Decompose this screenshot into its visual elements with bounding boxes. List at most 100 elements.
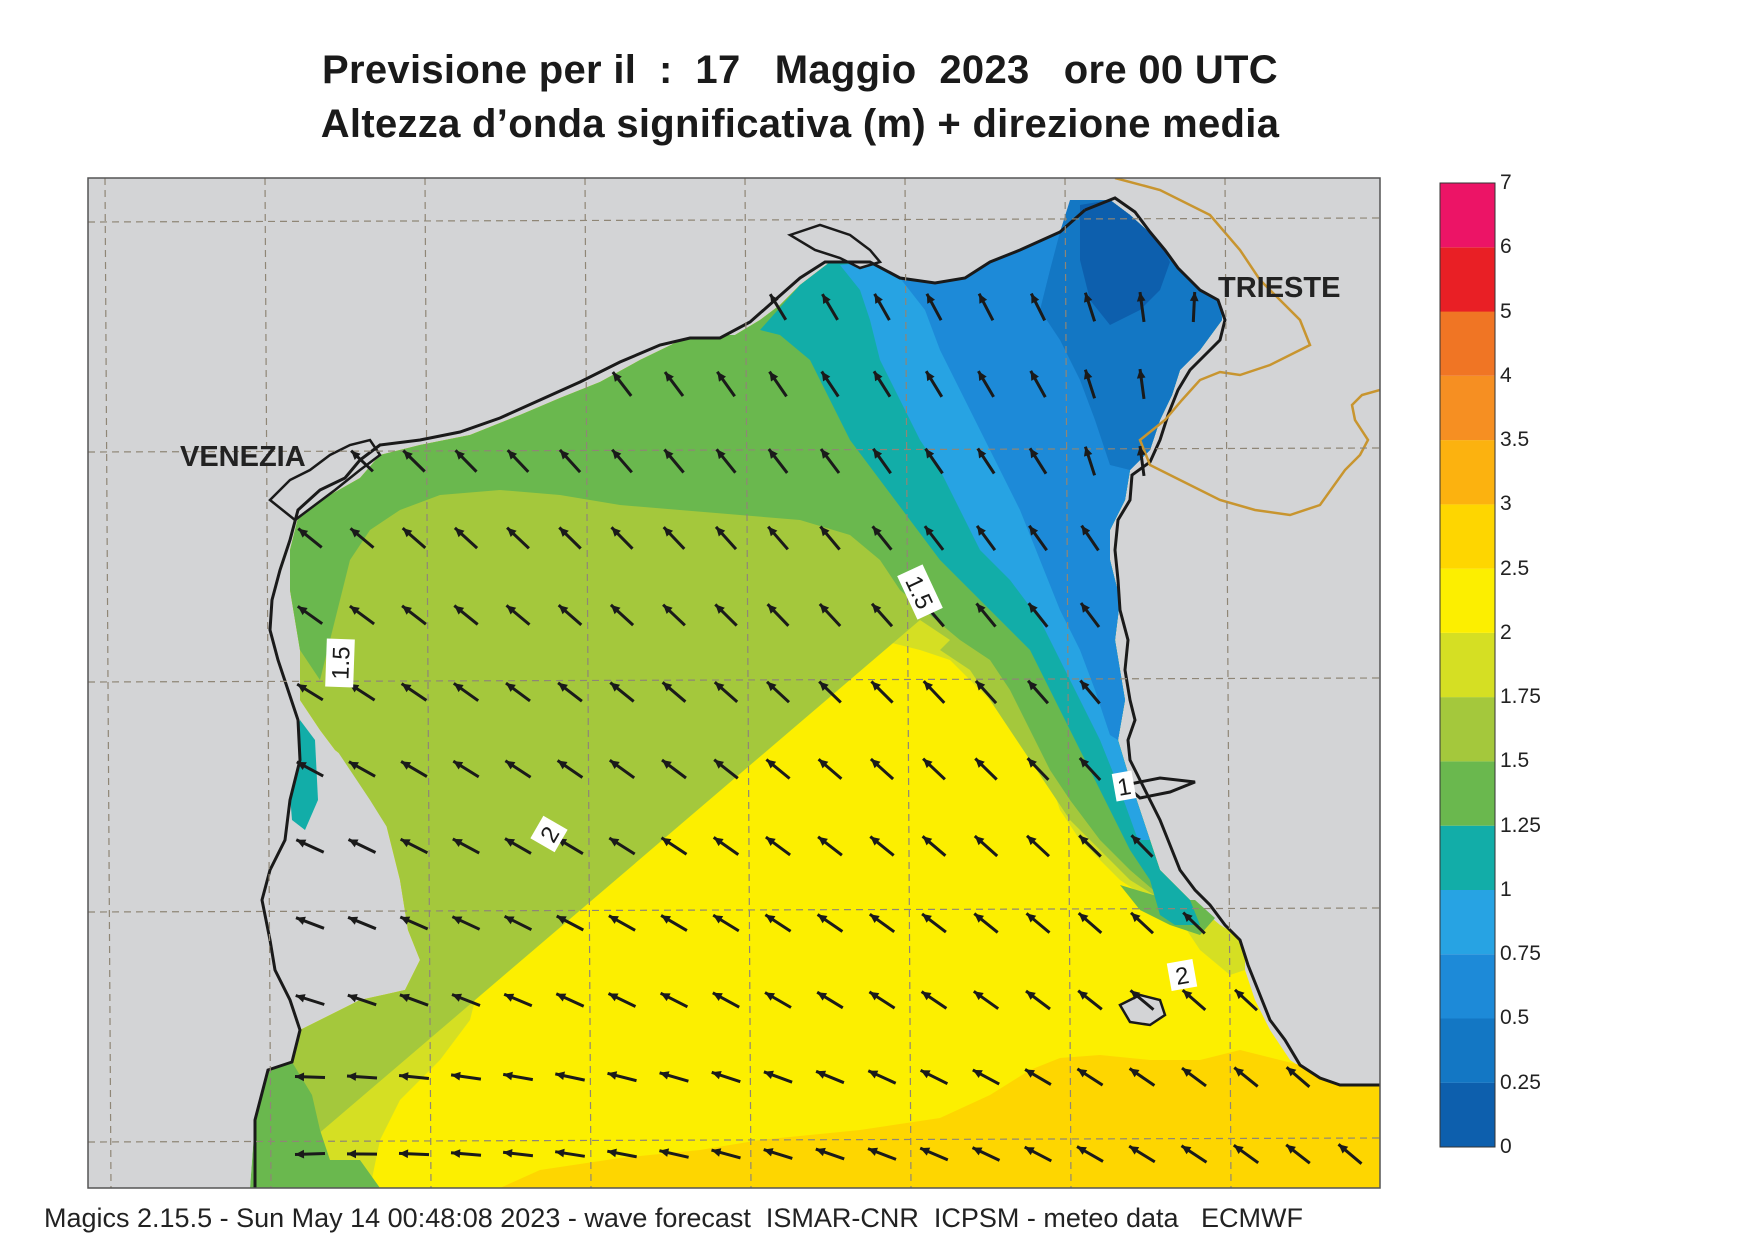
wave-direction-arrowhead: [297, 684, 308, 693]
sea-band: [1080, 200, 1170, 325]
wave-direction-arrowhead: [503, 1071, 513, 1081]
wave-direction-arrowhead: [452, 916, 463, 925]
legend-swatch: [1440, 761, 1495, 826]
wave-direction-arrowhead: [974, 836, 985, 846]
wave-direction-arrowhead: [1081, 603, 1090, 613]
wave-direction-arrowhead: [979, 293, 988, 304]
wave-direction-arrowhead: [507, 450, 518, 460]
wave-direction-arrowhead: [559, 449, 570, 460]
wave-direction-arrowhead: [402, 605, 412, 615]
wave-direction-arrowhead: [973, 991, 984, 1001]
wave-direction-arrowhead: [767, 604, 777, 614]
wave-direction-arrowhead: [822, 294, 831, 304]
legend-label: 2: [1500, 620, 1512, 644]
wave-direction-arrowhead: [350, 528, 361, 538]
wave-direction-arrowhead: [925, 448, 935, 459]
legend-swatch: [1440, 1018, 1495, 1083]
wave-direction-arrowhead: [926, 371, 935, 382]
wave-direction-arrowhead: [558, 605, 569, 615]
legend-frame: [1439, 182, 1496, 1148]
wave-direction-arrowhead: [454, 527, 465, 538]
wave-direction-arrowhead: [1233, 1145, 1244, 1154]
wave-direction-arrowhead: [401, 683, 412, 693]
wave-direction-arrowhead: [402, 528, 413, 538]
legend-swatch: [1440, 440, 1495, 505]
wave-direction-arrowhead: [347, 994, 358, 1003]
wave-direction-arrows: [294, 291, 1363, 1165]
wave-direction-arrowhead: [977, 448, 987, 459]
wave-direction-arrowhead: [711, 1148, 722, 1157]
wave-direction-arrowhead: [763, 1148, 774, 1157]
wave-direction-arrowhead: [1129, 1146, 1140, 1155]
wave-direction-arrowhead: [1078, 990, 1088, 1000]
wave-direction-arrowhead: [872, 526, 882, 536]
wave-direction-arrowhead: [922, 836, 933, 846]
wave-direction-arrowhead: [770, 294, 779, 305]
wave-direction-arrowhead: [661, 837, 672, 847]
footer-credits: Magics 2.15.5 - Sun May 14 00:48:08 2023…: [44, 1203, 1303, 1233]
wave-direction-arrowhead: [815, 1147, 826, 1157]
wave-direction-arrowhead: [768, 526, 778, 537]
sea-band: [250, 1062, 380, 1188]
wave-direction-arrowhead: [1131, 835, 1141, 845]
coastline: [1084, 196, 1380, 1087]
wave-direction-arrowhead: [1077, 1146, 1087, 1155]
wave-direction-arrowhead: [348, 839, 359, 848]
wave-direction-arrowhead: [766, 759, 777, 769]
wave-direction-arrowhead: [711, 1071, 722, 1080]
wave-direction-arrowhead: [714, 682, 725, 692]
wave-direction-arrowhead: [871, 681, 881, 691]
wave-direction-arrowhead: [451, 1071, 461, 1081]
city-label-venezia: VENEZIA: [180, 441, 306, 473]
state-border: [1114, 178, 1380, 517]
wave-direction-arrowhead: [1080, 680, 1090, 691]
wave-direction-arrowhead: [763, 1070, 774, 1079]
legend-label: 3: [1500, 492, 1512, 516]
wave-direction-arrowhead: [1026, 913, 1037, 923]
wave-direction-arrowhead: [296, 761, 307, 770]
legend-swatch: [1440, 825, 1495, 890]
wave-direction-arrowhead: [610, 604, 621, 615]
wave-direction-arrowhead: [506, 683, 516, 692]
wave-direction-arrowhead: [1136, 292, 1146, 302]
wave-direction-arrowhead: [923, 681, 933, 691]
wave-direction-arrowhead: [765, 992, 775, 1001]
city-label-trieste: TRIESTE: [1218, 272, 1341, 304]
wave-direction-arrowhead: [1084, 446, 1093, 457]
legend-label: 3.5: [1500, 428, 1530, 452]
wave-direction-arrowhead: [920, 1070, 931, 1079]
wave-direction-arrowhead: [1084, 369, 1093, 380]
wave-direction-arrowhead: [1129, 1068, 1140, 1078]
wave-direction-arrowhead: [1026, 991, 1036, 1000]
meridian-line: [584, 178, 592, 1188]
wave-direction-arrowhead: [399, 1072, 409, 1081]
wave-direction-arrowhead: [1079, 758, 1090, 768]
wave-direction-arrowhead: [612, 449, 622, 460]
meridian-line: [264, 178, 272, 1188]
wave-direction-arrowhead: [769, 371, 779, 382]
wave-direction-arrowhead: [1078, 913, 1089, 923]
legend-label: 7: [1500, 171, 1512, 194]
coastline: [1121, 776, 1196, 800]
contour-label: 1: [1115, 773, 1133, 802]
wave-direction-arrowhead: [506, 605, 517, 615]
wave-direction-arrowhead: [555, 1148, 565, 1158]
wave-direction-arrowhead: [401, 761, 412, 770]
wave-direction-arrowhead: [611, 527, 621, 537]
wave-direction-arrowhead: [976, 603, 986, 614]
legend-swatch: [1440, 311, 1495, 376]
wave-direction-arrowhead: [663, 527, 674, 537]
wave-direction-arrowhead: [555, 1071, 565, 1080]
wave-direction-arrowhead: [612, 372, 622, 382]
legend-label: 0.75: [1500, 942, 1541, 966]
wave-direction-arrowhead: [451, 1149, 461, 1158]
wave-direction-arrowhead: [1028, 680, 1038, 691]
wave-direction-arrowhead: [662, 760, 672, 769]
wave-direction-arrowhead: [453, 761, 464, 770]
wave-direction-arrowhead: [977, 525, 986, 536]
lagoon-island: [787, 223, 883, 270]
wave-direction-arrowhead: [924, 526, 934, 536]
meridian-line: [424, 178, 432, 1188]
wave-direction-arrowhead: [974, 913, 984, 923]
